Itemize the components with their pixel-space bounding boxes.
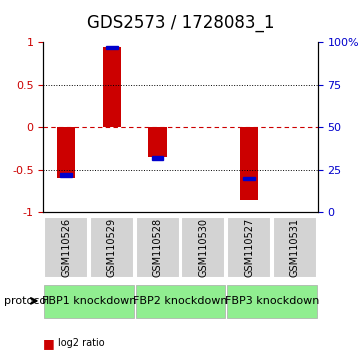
Bar bbox=[152, 156, 164, 160]
Text: ■: ■ bbox=[43, 337, 55, 350]
Text: GSM110528: GSM110528 bbox=[153, 218, 163, 278]
Bar bbox=[106, 46, 118, 49]
Text: FBP2 knockdown: FBP2 knockdown bbox=[133, 296, 228, 306]
Bar bbox=[240, 127, 258, 200]
FancyBboxPatch shape bbox=[136, 217, 179, 278]
Text: GSM110529: GSM110529 bbox=[107, 218, 117, 278]
FancyBboxPatch shape bbox=[136, 285, 225, 318]
Text: FBP1 knockdown: FBP1 knockdown bbox=[42, 296, 136, 306]
FancyBboxPatch shape bbox=[90, 217, 134, 278]
Bar bbox=[243, 177, 255, 180]
FancyBboxPatch shape bbox=[182, 217, 225, 278]
Text: FBP3 knockdown: FBP3 knockdown bbox=[225, 296, 319, 306]
Text: log2 ratio: log2 ratio bbox=[58, 338, 104, 348]
Text: GSM110530: GSM110530 bbox=[198, 218, 208, 277]
FancyBboxPatch shape bbox=[227, 285, 317, 318]
Text: protocol: protocol bbox=[4, 296, 49, 306]
FancyBboxPatch shape bbox=[227, 217, 271, 278]
Text: GSM110527: GSM110527 bbox=[244, 218, 254, 278]
Bar bbox=[148, 127, 167, 157]
FancyBboxPatch shape bbox=[273, 217, 317, 278]
Bar bbox=[57, 127, 75, 178]
Bar bbox=[103, 47, 121, 127]
Text: GSM110531: GSM110531 bbox=[290, 218, 300, 277]
FancyBboxPatch shape bbox=[44, 285, 134, 318]
FancyBboxPatch shape bbox=[44, 217, 88, 278]
Text: GDS2573 / 1728083_1: GDS2573 / 1728083_1 bbox=[87, 14, 274, 32]
Text: GSM110526: GSM110526 bbox=[61, 218, 71, 278]
Bar bbox=[61, 173, 72, 177]
